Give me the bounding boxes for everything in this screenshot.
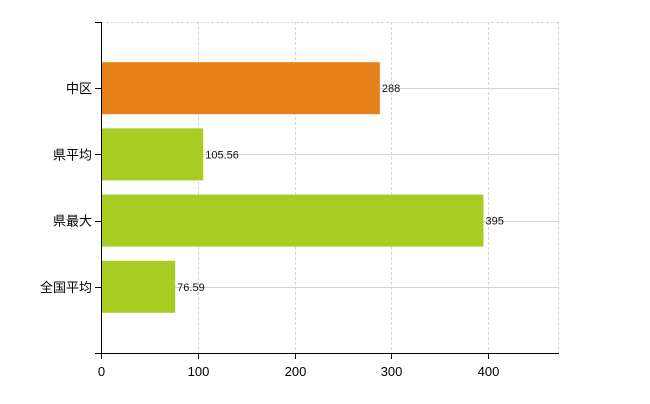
bar-1: [101, 128, 204, 181]
data-label-3: 76.59: [177, 282, 205, 294]
data-label-1: 105.56: [205, 149, 239, 161]
bar-0: [101, 62, 380, 115]
category-label-1: 県平均: [53, 147, 92, 162]
x-tick-label-3: 300: [381, 364, 403, 379]
bar-3: [101, 260, 176, 313]
x-tick-label-4: 400: [478, 364, 500, 379]
x-tick-label-0: 0: [98, 364, 105, 379]
category-label-3: 全国平均: [40, 280, 92, 295]
x-tick-label-2: 200: [285, 364, 307, 379]
data-label-2: 395: [485, 216, 503, 228]
data-label-0: 288: [382, 83, 400, 95]
x-tick-label-1: 100: [188, 364, 210, 379]
category-label-2: 県最大: [53, 214, 92, 229]
category-label-0: 中区: [66, 81, 92, 96]
bar-2: [101, 194, 484, 247]
